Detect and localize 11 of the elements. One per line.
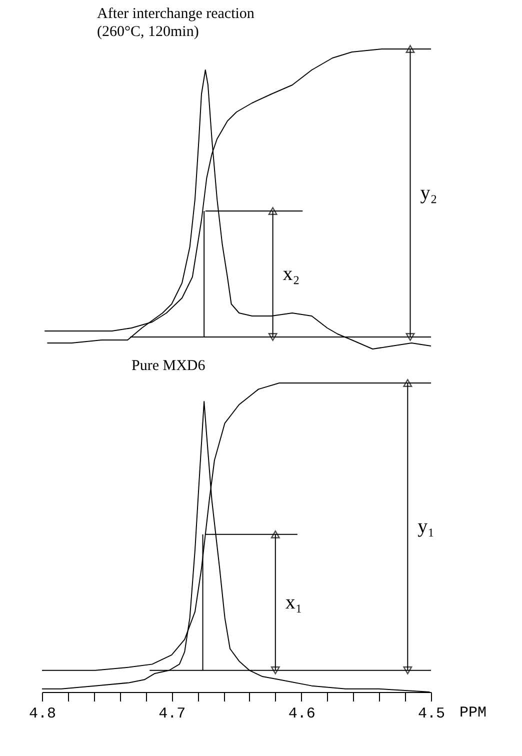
x-tick-label: 4.7 bbox=[158, 706, 186, 722]
x-tick-label: 4.5 bbox=[418, 706, 446, 722]
x-axis-title: PPM bbox=[460, 704, 487, 722]
annotation: x₂ bbox=[282, 263, 300, 285]
chart-title: After interchange reaction (260°C, 120min) bbox=[97, 6, 255, 40]
annotation: y₂ bbox=[420, 182, 438, 204]
x-tick-label: 4.8 bbox=[28, 706, 56, 722]
annotation: y₁ bbox=[418, 516, 435, 538]
chart-title: Pure MXD6 bbox=[132, 358, 206, 374]
x-tick-label: 4.6 bbox=[288, 706, 316, 722]
annotation: x₁ bbox=[285, 591, 302, 614]
